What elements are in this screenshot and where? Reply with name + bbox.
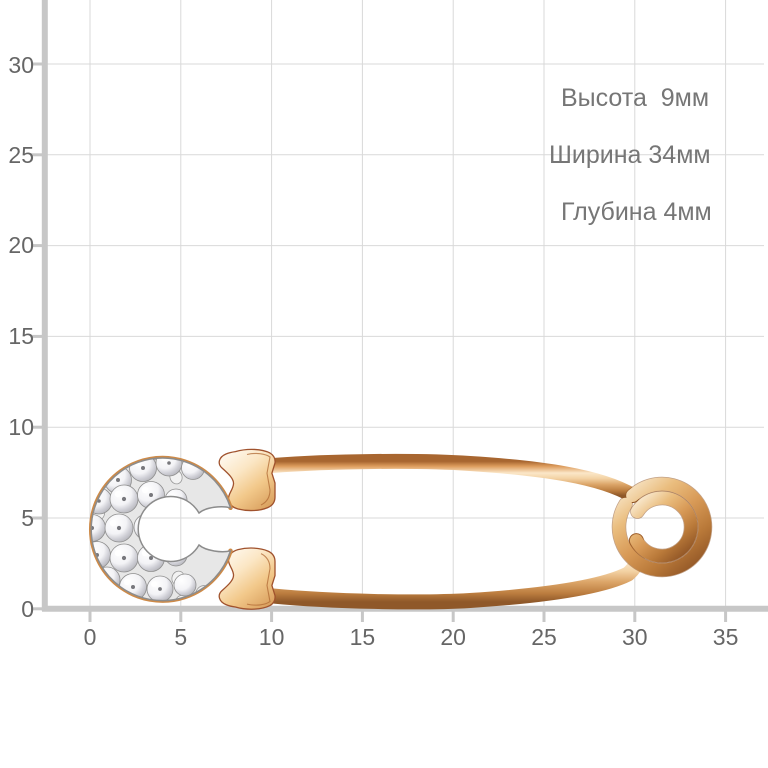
svg-text:20: 20 — [440, 624, 466, 650]
svg-text:10: 10 — [259, 624, 285, 650]
svg-text:30: 30 — [622, 624, 648, 650]
svg-text:15: 15 — [350, 624, 376, 650]
svg-text:35: 35 — [713, 624, 739, 650]
svg-text:Глубина 4мм: Глубина 4мм — [561, 198, 712, 226]
svg-text:20: 20 — [8, 232, 34, 258]
svg-text:25: 25 — [8, 142, 34, 168]
svg-text:30: 30 — [8, 52, 34, 78]
svg-text:5: 5 — [21, 505, 34, 531]
svg-text:5: 5 — [174, 624, 187, 650]
svg-text:Ширина 34мм: Ширина 34мм — [549, 141, 711, 169]
svg-text:15: 15 — [8, 323, 34, 349]
svg-text:25: 25 — [531, 624, 557, 650]
svg-text:Высота 9мм: Высота 9мм — [561, 84, 709, 112]
svg-text:0: 0 — [84, 624, 97, 650]
svg-text:10: 10 — [8, 414, 34, 440]
svg-text:0: 0 — [21, 596, 34, 622]
